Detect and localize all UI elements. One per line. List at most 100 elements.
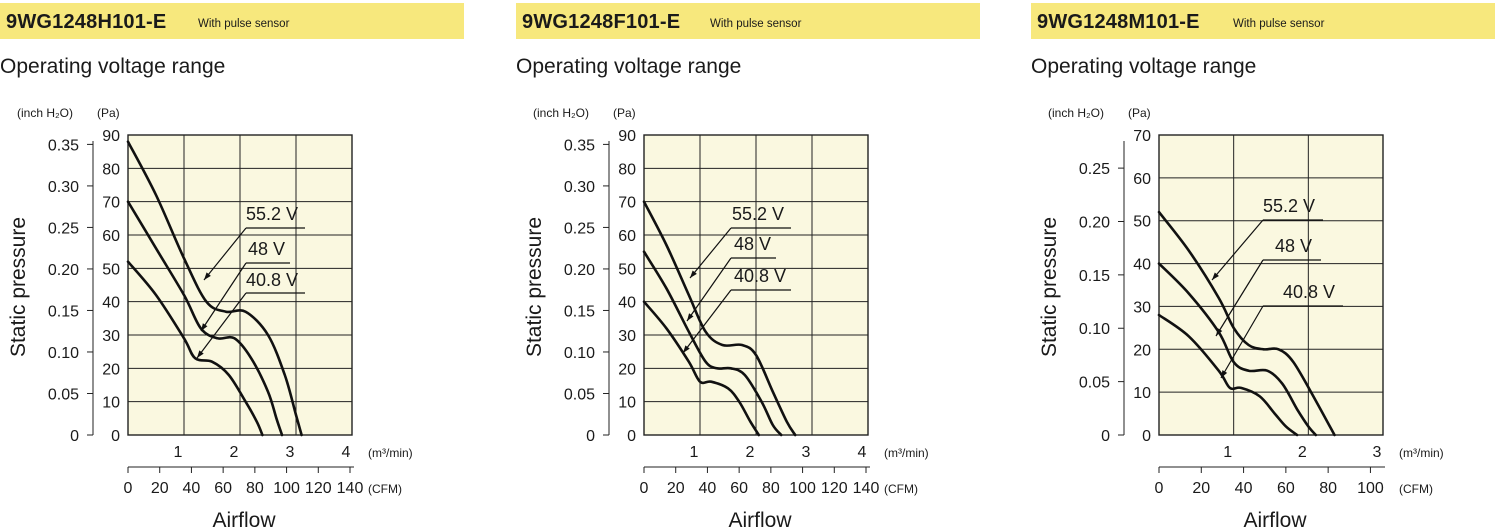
y-axis-title: Static pressure xyxy=(523,217,546,357)
chart-panel-3: 9WG1248M101-E With pulse sensor Operatin… xyxy=(1031,0,1498,527)
y2-tick-label: 0.15 xyxy=(48,303,79,320)
series-line-1 xyxy=(1157,210,1336,437)
leader-arrowhead xyxy=(1221,370,1228,378)
leader-arrowhead xyxy=(690,270,697,278)
y2-tick-label: 0 xyxy=(1101,428,1110,445)
y-tick-label: 80 xyxy=(102,161,120,178)
y-tick-label: 20 xyxy=(102,361,120,378)
y-tick-label: 50 xyxy=(1133,214,1151,231)
x2-tick-label: 60 xyxy=(730,480,748,497)
leader-line xyxy=(203,227,247,281)
pq-chart-3: 01020304050607000.050.100.150.200.25(inc… xyxy=(1038,106,1444,527)
y-tick-label: 30 xyxy=(1133,299,1151,316)
series-line-1 xyxy=(126,140,303,437)
x2-tick-label: 40 xyxy=(183,480,201,497)
y-axis-title: Static pressure xyxy=(7,217,30,357)
x-tick-label: 2 xyxy=(746,444,755,461)
plot-frame xyxy=(1158,134,1384,436)
leader-line xyxy=(196,292,247,359)
y2-tick-label: 0 xyxy=(70,428,79,445)
y2-unit-label: (inch H₂O) xyxy=(1048,106,1104,120)
leader-arrowhead xyxy=(683,345,690,353)
x2-tick-label: 60 xyxy=(214,480,232,497)
y2-tick-label: 0.20 xyxy=(1079,214,1110,231)
y2-tick-label: 0.25 xyxy=(1079,161,1110,178)
y2-tick-label: 0.15 xyxy=(564,303,595,320)
model-title-bar: 9WG1248H101-E With pulse sensor xyxy=(0,3,464,39)
y-axis-title: Static pressure xyxy=(1038,217,1061,357)
x2-tick-label: 60 xyxy=(1277,480,1295,497)
y-unit-label: (Pa) xyxy=(1128,106,1151,120)
y2-tick-label: 0.05 xyxy=(1079,375,1110,392)
x2-tick-label: 20 xyxy=(151,480,169,497)
y-tick-label: 60 xyxy=(102,228,120,245)
x2-tick-label: 20 xyxy=(667,480,685,497)
y2-tick-label: 0.30 xyxy=(48,179,79,196)
y2-tick-label: 0.10 xyxy=(564,345,595,362)
series-line-3 xyxy=(642,300,761,437)
leader-arrowhead xyxy=(1216,328,1223,336)
x2-tick-label: 120 xyxy=(821,480,848,497)
x-axis-title: Airflow xyxy=(1243,509,1307,527)
x2-tick-label: 80 xyxy=(246,480,264,497)
series-line-3 xyxy=(1157,313,1299,437)
x2-tick-label: 100 xyxy=(1357,480,1384,497)
y2-unit-label: (inch H₂O) xyxy=(533,106,589,120)
pq-chart-2: 010203040506070809000.050.100.150.200.25… xyxy=(523,106,929,527)
y-tick-label: 70 xyxy=(618,195,636,212)
model-subtitle: With pulse sensor xyxy=(1233,18,1325,30)
y-tick-label: 20 xyxy=(1133,342,1151,359)
pq-chart-1: 010203040506070809000.050.100.150.200.25… xyxy=(7,106,413,527)
y2-tick-label: 0.35 xyxy=(48,137,79,154)
x-tick-label: 2 xyxy=(230,444,239,461)
leader-arrowhead xyxy=(201,323,208,331)
leader-line xyxy=(689,227,732,279)
y-tick-label: 90 xyxy=(102,128,120,145)
series-line-2 xyxy=(642,250,783,437)
x2-tick-label: 0 xyxy=(640,480,649,497)
x-tick-label: 3 xyxy=(286,444,295,461)
y2-tick-label: 0.20 xyxy=(48,262,79,279)
series-label: 48 V xyxy=(1275,236,1312,256)
series-line-2 xyxy=(126,200,284,437)
x-axis-title: Airflow xyxy=(728,509,792,527)
x2-tick-label: 80 xyxy=(1319,480,1337,497)
y2-tick-label: 0.05 xyxy=(48,386,79,403)
y-tick-label: 70 xyxy=(102,195,120,212)
y-unit-label: (Pa) xyxy=(613,106,636,120)
x2-tick-label: 20 xyxy=(1192,480,1210,497)
chart-heading: Operating voltage range xyxy=(1031,55,1257,78)
plot-frame xyxy=(127,134,353,436)
series-label: 55.2 V xyxy=(246,204,298,224)
x2-tick-label: 0 xyxy=(1155,480,1164,497)
model-number: 9WG1248H101-E xyxy=(6,11,167,33)
x2-tick-label: 140 xyxy=(337,480,364,497)
y-tick-label: 20 xyxy=(618,361,636,378)
y-tick-label: 10 xyxy=(618,395,636,412)
y-tick-label: 0 xyxy=(627,428,636,445)
y-tick-label: 70 xyxy=(1133,128,1151,145)
series-label: 55.2 V xyxy=(732,204,784,224)
series-label: 48 V xyxy=(248,239,285,259)
y2-tick-label: 0.10 xyxy=(48,345,79,362)
y2-unit-label: (inch H₂O) xyxy=(17,106,73,120)
y-tick-label: 60 xyxy=(618,228,636,245)
leader-arrowhead xyxy=(197,350,204,358)
series-line-1 xyxy=(642,200,797,437)
y2-tick-label: 0.35 xyxy=(564,137,595,154)
chart-panel-2: 9WG1248F101-E With pulse sensor Operatin… xyxy=(516,0,984,527)
y2-tick-label: 0.15 xyxy=(1079,268,1110,285)
model-title-bar: 9WG1248M101-E With pulse sensor xyxy=(1031,3,1495,39)
plot-area xyxy=(1159,135,1383,435)
y-tick-label: 30 xyxy=(102,328,120,345)
y-tick-label: 90 xyxy=(618,128,636,145)
leader-line xyxy=(686,257,732,322)
x2-tick-label: 140 xyxy=(853,480,880,497)
y2-tick-label: 0.30 xyxy=(564,179,595,196)
x-tick-label: 1 xyxy=(1223,444,1232,461)
y2-tick-label: 0.05 xyxy=(564,386,595,403)
x-unit-label: (m³/min) xyxy=(368,446,413,460)
leader-line xyxy=(682,289,732,354)
y-tick-label: 50 xyxy=(618,261,636,278)
y-tick-label: 30 xyxy=(618,328,636,345)
